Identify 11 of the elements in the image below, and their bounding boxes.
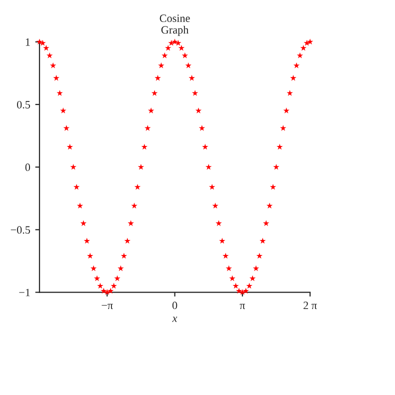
y-tick-label: 0.5 (17, 100, 30, 108)
y-tick-label: −1 (19, 288, 30, 296)
x-tick-label: π (240, 304, 246, 310)
chart-title: Cosine Graph (160, 14, 190, 36)
x-tick-label: −π (102, 304, 113, 310)
y-tick-label: −0.5 (10, 226, 30, 234)
x-axis-title: x (172, 316, 178, 322)
y-tick-label: 0 (25, 164, 30, 172)
x-tick-label: 0 (172, 302, 178, 310)
x-tick-label: 2 π (304, 302, 317, 310)
y-tick-label: 1 (26, 38, 30, 46)
